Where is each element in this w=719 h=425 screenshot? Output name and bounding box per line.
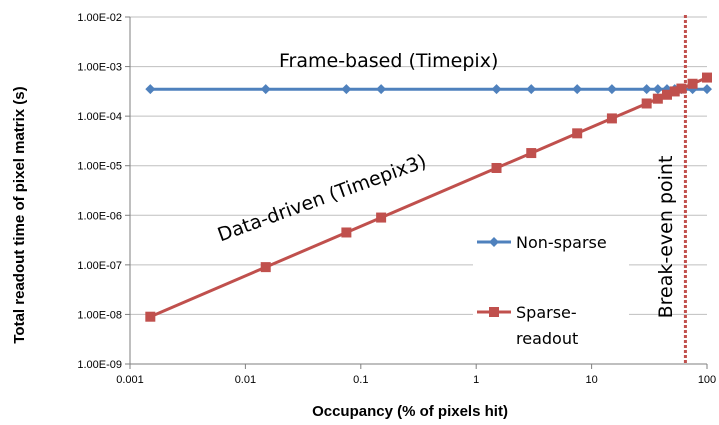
x-tick-label-5: 100 xyxy=(698,374,716,386)
point-sparse-10 xyxy=(661,89,672,100)
point-non-sparse-2 xyxy=(341,84,352,95)
y-tick-label-6: 1.00E-03 xyxy=(77,62,122,74)
point-sparse-9 xyxy=(652,93,663,104)
legend-marker-non-sparse xyxy=(489,237,499,247)
legend-marker-sparse xyxy=(489,307,499,317)
point-non-sparse-5 xyxy=(526,84,537,95)
point-sparse-7 xyxy=(606,113,617,124)
point-sparse-0 xyxy=(145,311,156,322)
point-non-sparse-9 xyxy=(652,84,663,95)
point-sparse-5 xyxy=(526,148,537,159)
point-sparse-8 xyxy=(641,98,652,109)
legend-label-sparse-line2: readout xyxy=(516,329,578,348)
break-even-annotation: Break-even point xyxy=(655,156,677,319)
x-axis-title: Occupancy (% of pixels hit) xyxy=(312,403,508,420)
x-tick-label-1: 0.01 xyxy=(235,374,256,386)
y-tick-labels: 1.00E-09 1.00E-08 1.00E-07 1.00E-06 1.00E-05… xyxy=(77,12,122,371)
legend: Non-sparse Sparse- readout xyxy=(473,228,629,360)
y-tick-label-4: 1.00E-05 xyxy=(77,161,122,173)
x-tick-label-4: 10 xyxy=(585,374,597,386)
point-non-sparse-8 xyxy=(641,84,652,95)
x-tick-label-2: 0.1 xyxy=(353,374,368,386)
point-sparse-14 xyxy=(702,72,712,83)
y-tick-label-3: 1.00E-06 xyxy=(77,210,122,222)
y-tick-label-7: 1.00E-02 xyxy=(77,12,122,24)
point-non-sparse-14 xyxy=(702,84,712,95)
point-sparse-6 xyxy=(572,128,583,139)
point-sparse-13 xyxy=(687,78,698,89)
x-tick-labels: 0.001 0.01 0.1 1 10 100 xyxy=(116,374,716,386)
axes xyxy=(125,16,708,369)
legend-background xyxy=(473,228,629,360)
point-sparse-4 xyxy=(491,162,502,173)
point-non-sparse-7 xyxy=(606,84,617,95)
point-sparse-1 xyxy=(260,262,271,273)
point-sparse-11 xyxy=(669,86,680,97)
gridlines xyxy=(130,16,707,365)
data-driven-annotation: Data-driven (Timepix3) xyxy=(215,150,430,246)
legend-label-sparse-line1: Sparse- xyxy=(516,303,577,322)
point-non-sparse-0 xyxy=(145,84,156,95)
legend-label-non-sparse: Non-sparse xyxy=(516,233,607,252)
y-tick-label-1: 1.00E-08 xyxy=(77,309,122,321)
y-tick-label-0: 1.00E-09 xyxy=(77,359,122,371)
y-axis-title: Total readout time of pixel matrix (s) xyxy=(11,86,28,343)
point-sparse-2 xyxy=(341,227,352,238)
series-group xyxy=(145,72,712,322)
point-non-sparse-4 xyxy=(491,84,502,95)
point-non-sparse-3 xyxy=(376,84,387,95)
y-tick-label-2: 1.00E-07 xyxy=(77,260,122,272)
point-sparse-12 xyxy=(676,83,687,94)
x-tick-label-3: 1 xyxy=(473,374,479,386)
y-tick-label-5: 1.00E-04 xyxy=(77,111,122,123)
point-non-sparse-1 xyxy=(260,84,271,95)
x-tick-label-0: 0.001 xyxy=(116,374,144,386)
point-sparse-3 xyxy=(376,212,387,223)
point-non-sparse-6 xyxy=(572,84,583,95)
frame-based-annotation: Frame-based (Timepix) xyxy=(279,50,498,72)
